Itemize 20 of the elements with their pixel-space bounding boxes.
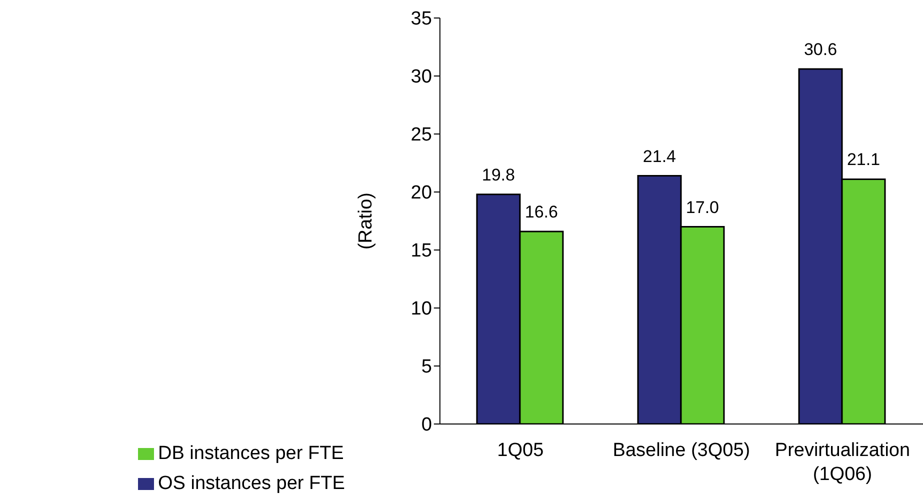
y-tick-label: 0: [421, 414, 432, 436]
data-label: 21.4: [642, 146, 676, 166]
y-tick-label: 35: [410, 8, 432, 30]
y-axis-title: (Ratio): [356, 192, 377, 250]
x-tick-label: 1Q05: [497, 440, 544, 461]
x-tick-label: Previrtualization (1Q06): [774, 440, 910, 485]
y-tick-label: 20: [410, 182, 432, 204]
legend-label: DB instances per FTE: [158, 443, 344, 464]
data-label: 21.1: [846, 150, 880, 170]
y-tick-label: 25: [410, 124, 432, 146]
y-tick-label: 15: [410, 240, 432, 262]
y-tick-label: 5: [421, 356, 432, 378]
legend-label: OS instances per FTE: [158, 473, 345, 494]
data-label: 30.6: [804, 40, 838, 60]
data-label: 16.6: [524, 202, 558, 222]
y-tick-label: 30: [410, 66, 432, 88]
x-tick-label: Baseline (3Q05): [612, 440, 750, 461]
data-label: 17.0: [686, 198, 720, 217]
y-tick-label: 10: [410, 298, 432, 320]
data-label: 19.8: [482, 165, 515, 184]
